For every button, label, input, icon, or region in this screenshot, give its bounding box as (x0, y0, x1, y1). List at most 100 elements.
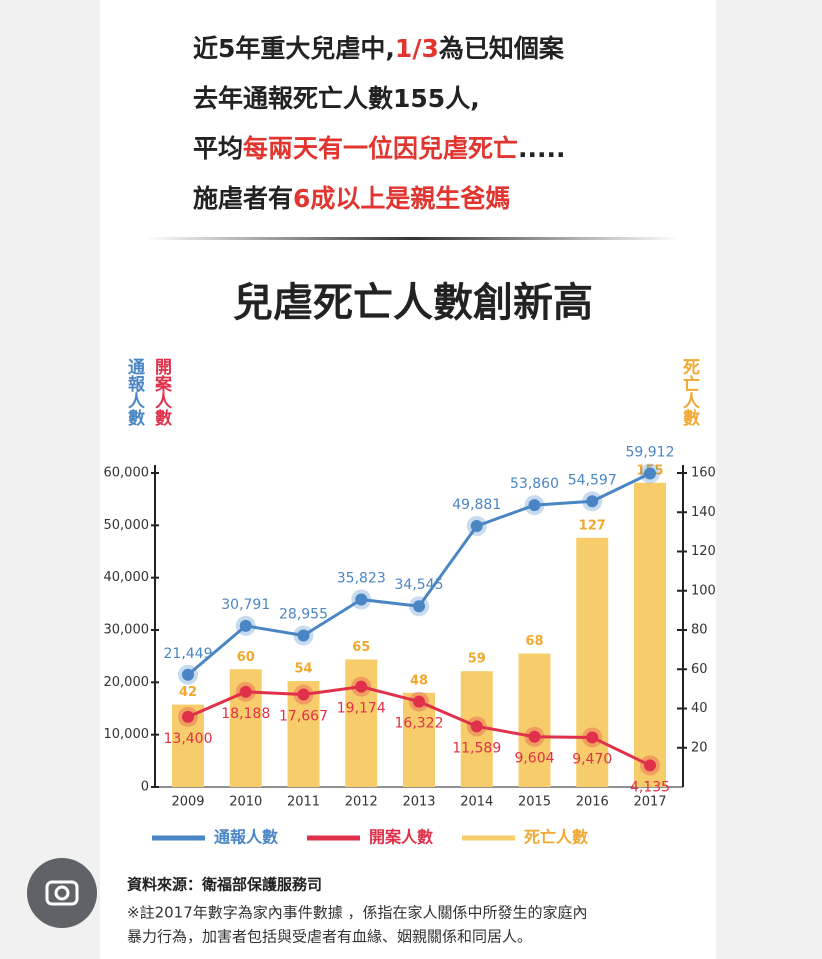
header-segment: 5 (218, 34, 235, 63)
point (644, 467, 656, 480)
point-label: 4,135 (630, 779, 670, 795)
legend-label: 死亡人數 (524, 828, 588, 847)
point-label: 13,400 (164, 731, 213, 747)
y2-tick-label: 120 (691, 544, 716, 559)
y-tick-label: 30,000 (104, 623, 150, 638)
bar-label: 127 (579, 518, 606, 533)
point-label: 34,545 (395, 577, 444, 593)
separator (145, 237, 680, 240)
point (355, 593, 368, 606)
x-tick-label: 2015 (518, 795, 551, 810)
point-label: 17,667 (279, 709, 328, 725)
bar-label: 68 (525, 634, 543, 649)
point (182, 710, 194, 723)
bar (518, 653, 551, 787)
lens-icon (45, 880, 79, 906)
panel (100, 0, 716, 959)
header-segment: 近 (193, 34, 218, 63)
point-label: 35,823 (337, 571, 386, 587)
point (413, 695, 425, 708)
y2-tick-label: 100 (691, 583, 716, 598)
bar-label: 60 (237, 650, 255, 665)
point (586, 495, 599, 508)
point-label: 16,322 (395, 716, 444, 732)
bar-label: 65 (352, 640, 370, 655)
y2-tick-label: 160 (691, 466, 716, 481)
y-axis-title-2: 開案人數 (151, 358, 173, 427)
legend-label: 通報人數 (214, 828, 278, 847)
source-note: ※註2017年數字為家內事件數據 ，係指在家人關係中所發生的家庭內 (127, 904, 588, 922)
y-tick-label: 10,000 (104, 727, 150, 742)
y-axis-title: 通報人數 (124, 358, 145, 427)
header-line: 去年通報死亡人數155人, (193, 84, 480, 113)
header-segment: 1/3 (395, 34, 439, 63)
y-tick-label: 0 (141, 780, 149, 795)
lens-button[interactable] (27, 858, 97, 928)
bar (634, 482, 666, 787)
header-segment: ..... (518, 134, 566, 163)
point-label: 59,912 (626, 444, 675, 460)
legend-label: 開案人數 (369, 828, 433, 847)
header-line: 平均每兩天有一位因兒虐死亡..... (193, 134, 566, 163)
point-label: 28,955 (279, 606, 328, 622)
y2-tick-label: 20 (691, 740, 708, 755)
header-segment: 6 (293, 184, 310, 213)
bar (576, 537, 609, 787)
point (413, 600, 425, 613)
header-segment: 為已知個案 (439, 34, 565, 63)
x-tick-label: 2011 (287, 795, 320, 810)
point (470, 519, 483, 532)
bar-label: 54 (294, 662, 312, 677)
header-segment: 平均 (193, 134, 243, 163)
bar-label: 42 (179, 685, 197, 700)
y2-axis-title: 死亡人數 (679, 358, 700, 427)
header-segment: 人, (445, 84, 480, 113)
point-label: 54,597 (568, 472, 617, 488)
point (586, 731, 599, 744)
y2-tick-label: 40 (691, 701, 708, 716)
header-segment: 155 (393, 84, 445, 113)
point-label: 21,449 (164, 646, 213, 662)
point-label: 9,470 (572, 751, 612, 767)
source-note: 暴力行為，加害者包括與受虐者有血緣、姻親關係和同居人。 (127, 928, 532, 946)
point (355, 680, 368, 693)
point (528, 499, 541, 512)
x-tick-label: 2013 (402, 795, 435, 810)
x-tick-label: 2009 (171, 795, 204, 810)
y-tick-label: 20,000 (104, 675, 150, 690)
chart-title: 兒虐死亡人數創新高 (233, 279, 593, 326)
point (239, 685, 252, 698)
header-line: 近5年重大兒虐中,1/3為已知個案 (193, 34, 565, 63)
bar-label: 59 (468, 652, 486, 667)
x-tick-label: 2010 (229, 795, 262, 810)
y2-tick-label: 80 (691, 623, 708, 638)
point-label: 11,589 (452, 740, 501, 756)
point-label: 9,604 (514, 751, 554, 767)
y2-tick-label: 140 (691, 505, 716, 520)
point (182, 668, 194, 681)
point (239, 619, 252, 632)
point-label: 49,881 (452, 497, 501, 513)
y-tick-label: 40,000 (104, 570, 150, 585)
point (528, 730, 541, 743)
source-title: 資料來源：衛福部保護服務司 (127, 876, 322, 894)
point (297, 688, 310, 701)
header-line: 施虐者有6成以上是親生爸媽 (193, 184, 510, 213)
header-segment: 年重大兒虐中, (235, 34, 395, 63)
point (644, 759, 656, 772)
header-segment: 成以上是親生爸媽 (310, 184, 510, 213)
header-segment: 去年通報死亡人數 (193, 84, 393, 113)
point-label: 19,174 (337, 701, 386, 717)
point-label: 30,791 (221, 597, 270, 613)
y2-tick-label: 60 (691, 662, 708, 677)
bar-label: 48 (410, 673, 428, 688)
lens-icon (54, 885, 70, 901)
y-tick-label: 50,000 (104, 518, 150, 533)
point-label: 18,188 (221, 706, 270, 722)
y-tick-label: 60,000 (104, 466, 150, 481)
x-tick-label: 2012 (345, 795, 378, 810)
header-segment: 施虐者有 (193, 184, 293, 213)
lens-bg[interactable] (27, 858, 97, 928)
bar (403, 692, 435, 787)
